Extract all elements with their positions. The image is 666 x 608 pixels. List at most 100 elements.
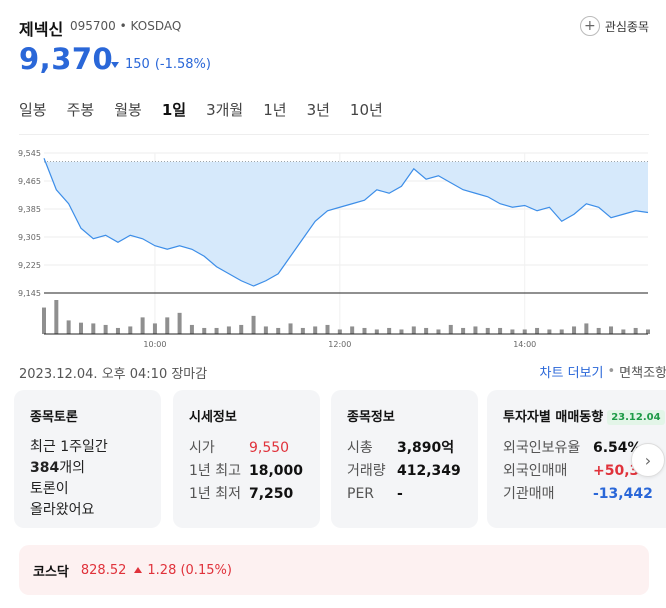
kv-label: 기관매매 [503,486,555,502]
meta-separator: • [119,19,131,33]
change-percent: (-1.58%) [154,57,211,72]
volume-bar [510,329,515,334]
discussion-line3: 토론이 [30,481,69,497]
volume-bar [66,320,71,334]
x-tick-label: 14:00 [513,340,536,349]
tab-1[interactable]: 주봉 [66,101,95,119]
stock-market: KOSDAQ [130,19,182,33]
tab-0[interactable]: 일봉 [19,101,47,119]
price-line [43,158,649,287]
volume-bar [214,327,219,334]
volume-bar [152,323,157,334]
volume-bar [572,326,577,334]
volume-bar [103,324,108,334]
volume-bar [448,324,453,334]
volume-bar [140,317,145,334]
volume-bar [78,322,83,334]
period-tabs: 일봉 주봉 월봉 1일 3개월 1년 3년 10년 [19,99,403,121]
stock-info-card[interactable]: 종목정보 시총 3,890억 거래량 412,349 PER - [331,390,478,528]
market-info-card[interactable]: 시세정보 시가 9,550 1년 최고 18,000 1년 최저 7,250 [173,390,320,528]
kv-value: 18,000 [249,463,304,479]
down-arrow-icon [111,61,119,68]
next-card-button[interactable]: › [631,443,665,477]
stock-header: 제넥신 095700 • KOSDAQ + 관심종목 [19,14,649,40]
foreign-trade-row: 외국인매매 +50,3 [503,460,661,483]
year-high-row: 1년 최고 18,000 [189,460,304,483]
tab-6[interactable]: 3년 [306,101,330,119]
discussion-count-suffix: 개의 [59,460,85,476]
status-row: 2023.12.04. 오후 04:10 장마감 차트 더보기 • 면책조항 [19,362,666,382]
volume-bar [436,329,441,334]
price-area [44,158,648,286]
tab-7[interactable]: 10년 [349,101,383,119]
volume-bar [485,327,490,334]
volume-bar [584,323,589,334]
tab-5[interactable]: 1년 [263,101,287,119]
discussion-line4: 올라왔어요 [30,502,95,518]
card-title: 종목토론 [30,410,78,425]
investor-card[interactable]: 투자자별 매매동향 23.12.04 외국인보유율 6.54% 외국인매매 +50… [487,390,666,528]
kv-value: 6.54% [593,440,642,456]
volume-bar [313,326,318,334]
market-cap-row: 시총 3,890억 [347,437,462,460]
y-tick-label: 9,385 [18,205,41,214]
volume-bar [337,329,342,334]
kv-label: 시가 [189,440,215,456]
plus-icon: + [579,16,600,36]
kv-label: 시총 [347,440,373,456]
volume-row: 거래량 412,349 [347,460,462,483]
disclaimer-link[interactable]: 면책조항 [619,366,666,381]
volume-bar [596,327,601,334]
volume-bar [411,326,416,334]
discussion-card[interactable]: 종목토론 최근 1주일간 384개의 토론이 올라왔어요 [14,390,161,528]
volume-bar [350,326,355,334]
kv-value: +50,3 [593,463,640,479]
volume-bar [473,326,478,334]
stock-name: 제넥신 [19,20,64,39]
tab-2[interactable]: 월봉 [114,101,142,119]
card-title: 종목정보 [347,410,395,425]
volume-bar [374,329,379,334]
volume-bar [91,323,96,334]
volume-bar [115,327,120,334]
volume-bar [202,327,207,334]
kosdaq-index-bar[interactable]: 코스닥 828.52 1.28 (0.15%) [19,545,649,595]
price-chart[interactable]: 9,545 9,465 9,385 9,305 9,225 9,145 10:00 12:00… [0,140,666,355]
chart-svg: 9,545 9,465 9,385 9,305 9,225 9,145 10:00 12:00… [18,149,650,349]
market-close-time: 2023.12.04. 오후 04:10 장마감 [19,367,208,382]
volume-bar [522,329,527,334]
volume-bar [362,327,367,334]
volume-bar [128,326,133,334]
price-change: 150 (-1.58%) [111,57,211,72]
date-badge: 23.12.04 [607,410,665,425]
volume-bar [399,329,404,334]
y-tick-label: 9,145 [18,289,41,298]
kv-label: 1년 최고 [189,463,241,479]
year-low-row: 1년 최저 7,250 [189,483,304,506]
kv-label: 1년 최저 [189,486,241,502]
y-tick-label: 9,465 [18,177,41,186]
stock-code: 095700 [70,19,116,33]
volume-bar [42,307,46,334]
volume-bar [251,315,256,334]
tab-4[interactable]: 3개월 [206,101,244,119]
chevron-right-icon: › [644,450,652,470]
volume-bar [165,317,170,334]
kv-label: PER [347,486,375,502]
tabs-divider [19,134,649,135]
volume-bar [461,327,466,334]
investor-title: 투자자별 매매동향 [503,410,604,425]
add-favorite-button[interactable]: + 관심종목 [579,14,649,38]
tab-3[interactable]: 1일 [161,101,187,119]
price-row: 9,370 150 (-1.58%) [19,42,419,78]
more-chart-link[interactable]: 차트 더보기 [539,366,604,381]
info-cards: 종목토론 최근 1주일간 384개의 토론이 올라왔어요 시세정보 시가 9,5… [14,390,666,528]
institution-trade-row: 기관매매 -13,442 [503,483,661,506]
volume-bar [54,300,59,334]
volume-bar [300,327,305,334]
volume-bar [325,324,330,334]
per-row: PER - [347,483,462,506]
volume-bar [498,327,503,334]
volume-bar [387,327,392,334]
kv-value: 3,890억 [397,440,455,456]
